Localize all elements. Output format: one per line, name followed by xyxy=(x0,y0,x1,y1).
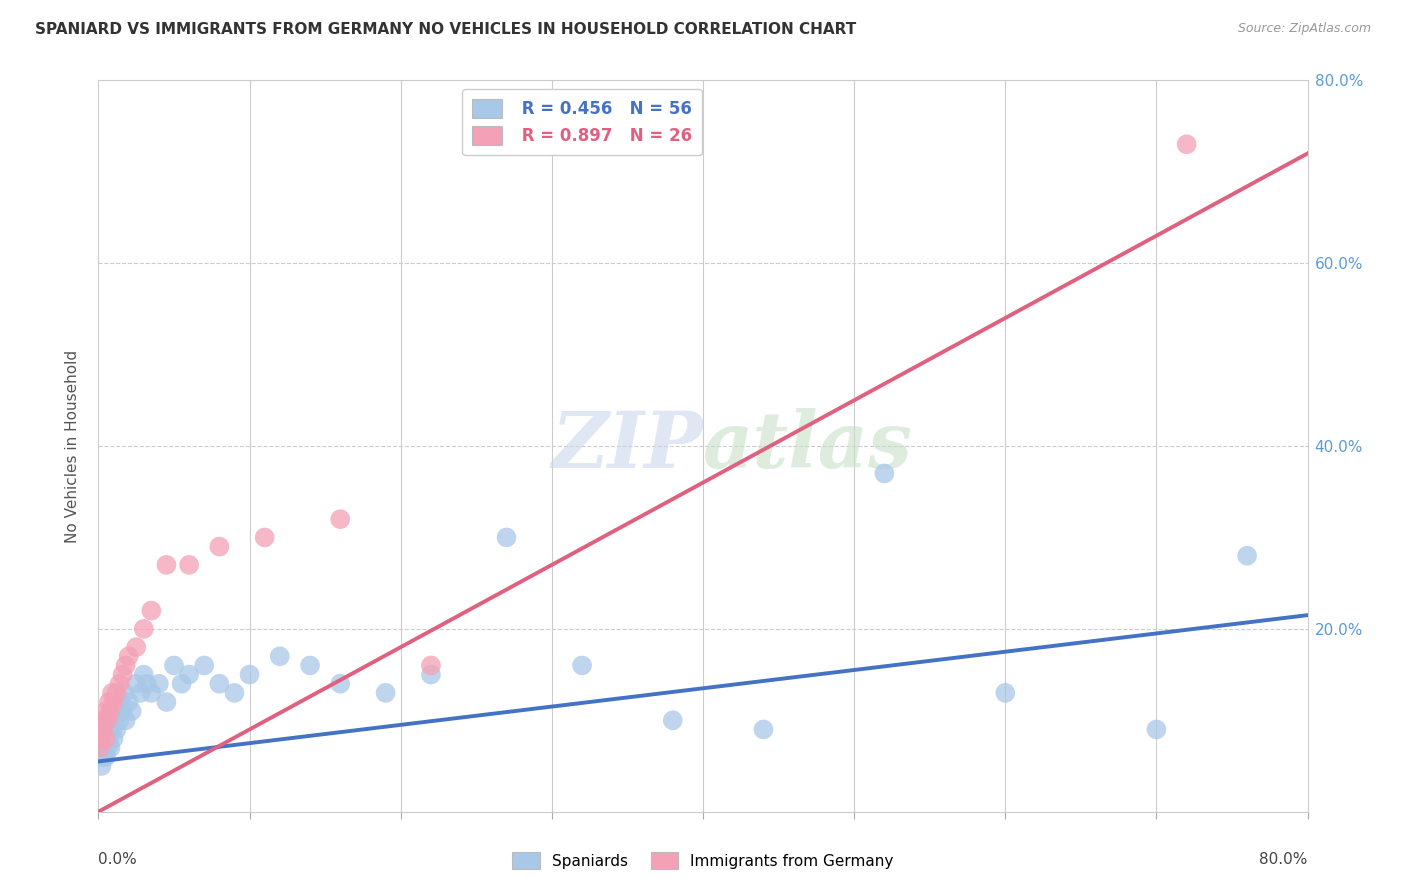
Point xyxy=(118,649,141,664)
Point xyxy=(89,749,111,764)
Point xyxy=(1236,549,1258,563)
Point xyxy=(98,695,121,709)
Point xyxy=(103,695,125,709)
Point xyxy=(96,740,118,755)
Point xyxy=(111,704,134,718)
Point xyxy=(873,467,896,481)
Point xyxy=(253,530,276,544)
Point xyxy=(94,731,117,746)
Point xyxy=(93,749,115,764)
Point xyxy=(101,686,124,700)
Point xyxy=(94,704,117,718)
Point xyxy=(661,714,683,728)
Point xyxy=(129,686,152,700)
Text: 0.0%: 0.0% xyxy=(98,852,138,867)
Point xyxy=(89,740,111,755)
Point xyxy=(93,731,115,746)
Point xyxy=(179,558,201,572)
Point xyxy=(91,740,114,755)
Point xyxy=(170,676,193,690)
Point xyxy=(114,658,136,673)
Text: ZIP: ZIP xyxy=(551,408,703,484)
Legend:  R = 0.456   N = 56,  R = 0.897   N = 26: R = 0.456 N = 56, R = 0.897 N = 26 xyxy=(463,88,702,155)
Point xyxy=(208,540,231,554)
Point xyxy=(571,658,593,673)
Point xyxy=(96,714,118,728)
Point xyxy=(193,658,215,673)
Point xyxy=(108,676,131,690)
Point xyxy=(104,714,127,728)
Point xyxy=(90,740,112,755)
Point xyxy=(1144,723,1167,737)
Point xyxy=(90,731,112,746)
Point xyxy=(224,686,246,700)
Point xyxy=(96,714,118,728)
Point xyxy=(125,640,148,655)
Point xyxy=(269,649,291,664)
Point xyxy=(91,723,114,737)
Point xyxy=(103,731,125,746)
Point xyxy=(155,695,177,709)
Point xyxy=(89,731,111,746)
Point xyxy=(329,512,352,526)
Point xyxy=(208,676,231,690)
Point xyxy=(107,704,129,718)
Point xyxy=(329,676,352,690)
Point xyxy=(91,723,114,737)
Point xyxy=(135,676,157,690)
Point xyxy=(118,695,141,709)
Point xyxy=(994,686,1017,700)
Y-axis label: No Vehicles in Household: No Vehicles in Household xyxy=(65,350,80,542)
Point xyxy=(108,714,131,728)
Point xyxy=(420,658,443,673)
Point xyxy=(98,714,121,728)
Point xyxy=(100,704,122,718)
Point xyxy=(155,558,177,572)
Text: 80.0%: 80.0% xyxy=(1260,852,1308,867)
Point xyxy=(141,686,163,700)
Point xyxy=(239,667,262,681)
Point xyxy=(94,749,117,764)
Point xyxy=(121,704,143,718)
Point xyxy=(495,530,517,544)
Point xyxy=(132,622,155,636)
Point xyxy=(141,603,163,617)
Point xyxy=(105,723,128,737)
Point xyxy=(110,695,132,709)
Point xyxy=(148,676,170,690)
Point xyxy=(98,731,121,746)
Point xyxy=(103,695,125,709)
Point xyxy=(105,686,128,700)
Point xyxy=(94,723,117,737)
Point xyxy=(100,704,122,718)
Point xyxy=(299,658,322,673)
Legend: Spaniards, Immigrants from Germany: Spaniards, Immigrants from Germany xyxy=(506,846,900,875)
Point xyxy=(374,686,396,700)
Text: SPANIARD VS IMMIGRANTS FROM GERMANY NO VEHICLES IN HOUSEHOLD CORRELATION CHART: SPANIARD VS IMMIGRANTS FROM GERMANY NO V… xyxy=(35,22,856,37)
Text: atlas: atlas xyxy=(703,408,912,484)
Point xyxy=(132,667,155,681)
Point xyxy=(93,714,115,728)
Point xyxy=(114,714,136,728)
Point xyxy=(125,676,148,690)
Point xyxy=(100,740,122,755)
Point xyxy=(112,686,135,700)
Point xyxy=(111,667,134,681)
Point xyxy=(179,667,201,681)
Point xyxy=(752,723,775,737)
Point xyxy=(163,658,186,673)
Point xyxy=(1175,137,1198,152)
Point xyxy=(420,667,443,681)
Point xyxy=(101,723,124,737)
Text: Source: ZipAtlas.com: Source: ZipAtlas.com xyxy=(1237,22,1371,36)
Point xyxy=(90,759,112,773)
